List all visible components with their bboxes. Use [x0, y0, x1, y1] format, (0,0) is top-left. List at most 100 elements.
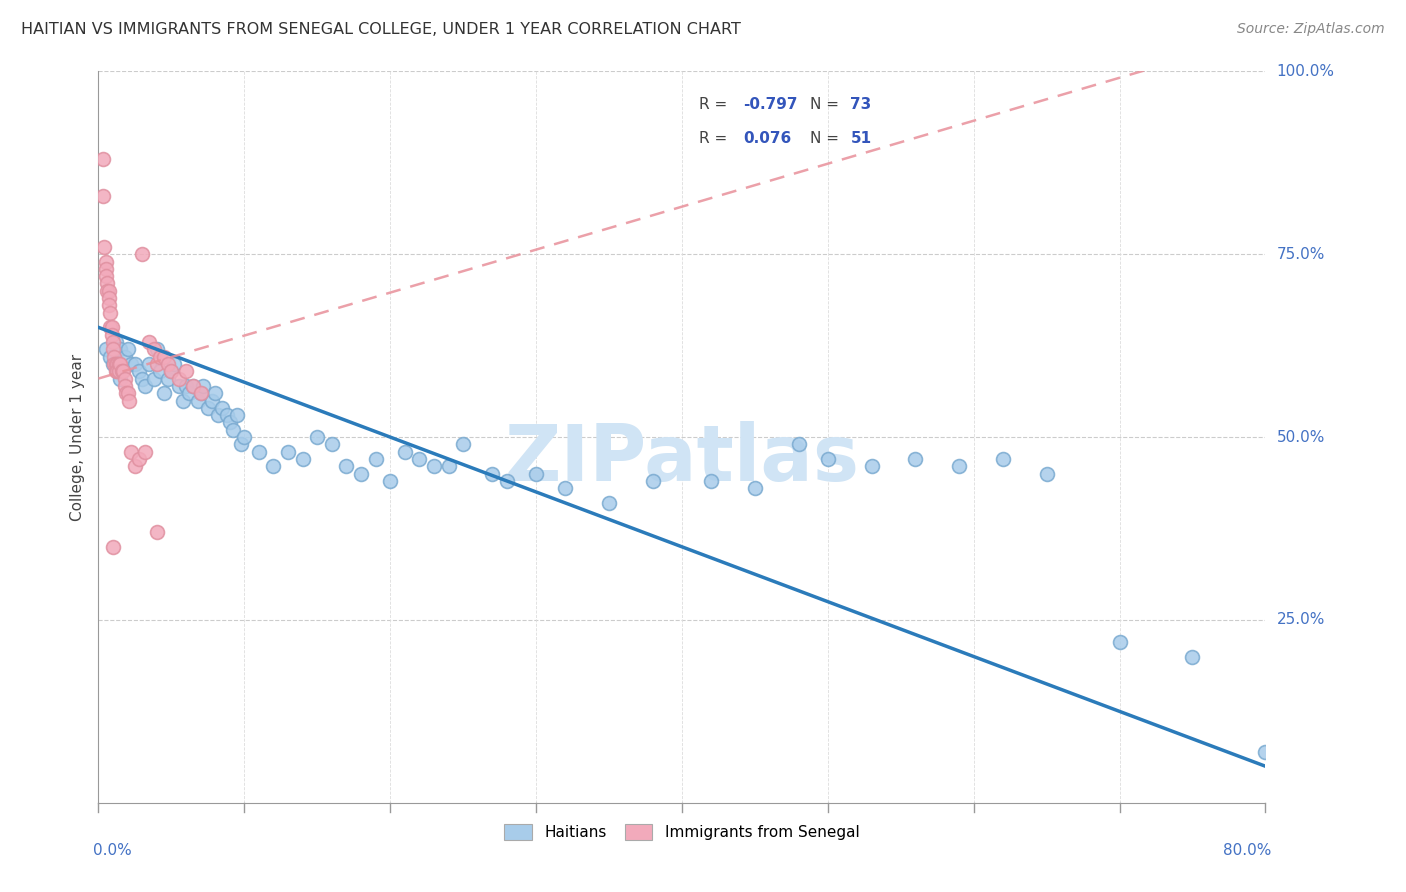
- Point: [641, 474, 664, 488]
- Point: [128, 452, 150, 467]
- Text: 80.0%: 80.0%: [1223, 843, 1271, 858]
- Point: [112, 364, 135, 378]
- Point: [181, 379, 204, 393]
- Point: [94, 269, 117, 284]
- Point: [91, 152, 114, 166]
- Point: [1108, 635, 1130, 649]
- Text: N =: N =: [810, 96, 844, 112]
- Point: [700, 474, 723, 488]
- Point: [103, 350, 125, 364]
- Point: [94, 261, 117, 276]
- Point: [97, 284, 120, 298]
- Point: [108, 357, 131, 371]
- Point: [142, 343, 165, 357]
- Point: [101, 540, 124, 554]
- Point: [160, 364, 183, 378]
- Point: [277, 444, 299, 458]
- Point: [187, 393, 209, 408]
- Point: [167, 371, 190, 385]
- Point: [110, 371, 132, 385]
- Point: [247, 444, 270, 458]
- Point: [100, 320, 122, 334]
- Point: [104, 357, 127, 371]
- Point: [350, 467, 373, 481]
- Point: [94, 343, 117, 357]
- Point: [787, 437, 810, 451]
- Point: [146, 357, 169, 371]
- Point: [93, 240, 115, 254]
- Point: [177, 386, 200, 401]
- Point: [496, 474, 519, 488]
- Point: [991, 452, 1014, 467]
- Point: [114, 350, 136, 364]
- Point: [231, 437, 253, 451]
- Point: [97, 291, 120, 305]
- Point: [110, 343, 132, 357]
- Point: [233, 430, 256, 444]
- Point: [146, 343, 169, 357]
- Point: [190, 386, 212, 401]
- Point: [110, 357, 132, 371]
- Point: [163, 357, 186, 371]
- Point: [598, 496, 620, 510]
- Text: 73: 73: [851, 96, 872, 112]
- Point: [437, 459, 460, 474]
- Point: [118, 393, 141, 408]
- Text: 25.0%: 25.0%: [1277, 613, 1324, 627]
- Point: [149, 364, 172, 378]
- Point: [138, 357, 160, 371]
- Point: [201, 393, 224, 408]
- Point: [96, 277, 118, 291]
- Point: [153, 350, 176, 364]
- Point: [108, 364, 131, 378]
- Point: [291, 452, 314, 467]
- Point: [131, 371, 153, 385]
- Point: [105, 357, 128, 371]
- Point: [157, 357, 180, 371]
- Point: [860, 459, 883, 474]
- Point: [554, 481, 576, 495]
- Point: [1181, 649, 1204, 664]
- Point: [101, 334, 124, 349]
- Text: R =: R =: [699, 96, 733, 112]
- Point: [96, 284, 118, 298]
- Point: [172, 393, 194, 408]
- Point: [134, 444, 156, 458]
- Point: [211, 401, 233, 415]
- Point: [98, 320, 121, 334]
- Point: [100, 327, 122, 342]
- Point: [115, 386, 138, 401]
- Point: [451, 437, 474, 451]
- Point: [97, 298, 120, 312]
- Point: [146, 525, 169, 540]
- Point: [204, 386, 226, 401]
- Point: [321, 437, 343, 451]
- Point: [1035, 467, 1057, 481]
- Point: [408, 452, 430, 467]
- Text: 51: 51: [851, 131, 872, 146]
- Text: HAITIAN VS IMMIGRANTS FROM SENEGAL COLLEGE, UNDER 1 YEAR CORRELATION CHART: HAITIAN VS IMMIGRANTS FROM SENEGAL COLLE…: [21, 22, 741, 37]
- Text: R =: R =: [699, 131, 733, 146]
- Point: [114, 371, 136, 385]
- Point: [153, 386, 176, 401]
- Point: [948, 459, 970, 474]
- Point: [181, 379, 204, 393]
- Point: [91, 188, 114, 202]
- Point: [394, 444, 416, 458]
- Point: [98, 306, 121, 320]
- Point: [744, 481, 766, 495]
- Text: Source: ZipAtlas.com: Source: ZipAtlas.com: [1237, 22, 1385, 37]
- Point: [120, 444, 142, 458]
- Point: [160, 364, 183, 378]
- Point: [364, 452, 387, 467]
- Point: [307, 430, 329, 444]
- Point: [524, 467, 547, 481]
- Point: [380, 474, 402, 488]
- Text: 50.0%: 50.0%: [1277, 430, 1324, 444]
- Point: [197, 401, 219, 415]
- Point: [221, 423, 243, 437]
- Point: [105, 364, 128, 378]
- Point: [226, 408, 249, 422]
- Point: [817, 452, 839, 467]
- Point: [481, 467, 503, 481]
